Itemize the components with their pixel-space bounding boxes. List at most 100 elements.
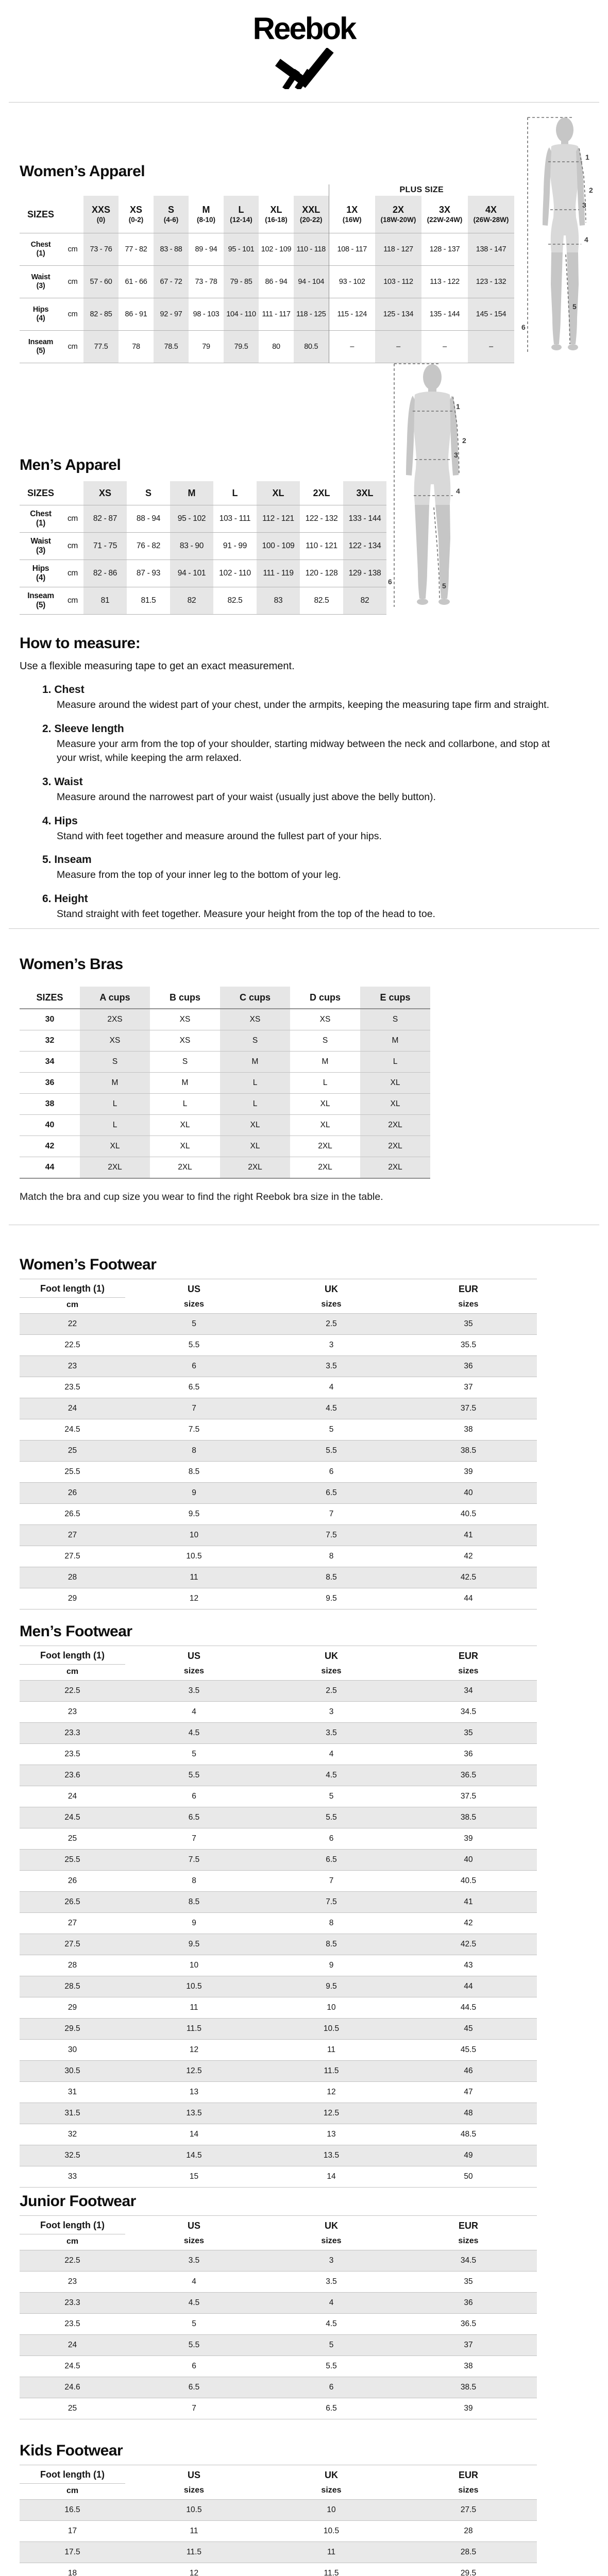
- left-arm-shape: [543, 147, 551, 226]
- mens-footwear-table: Foot length (1) cm US sizes UK sizes EUR sizes 2…: [20, 1646, 537, 2188]
- footwear-cell: 5: [125, 2313, 263, 2335]
- footwear-cell: 5: [125, 1313, 263, 1335]
- how-to-measure-title: How to measure:: [20, 635, 141, 652]
- footwear-cell: 3.5: [263, 1722, 400, 1744]
- right-leg-shape: [435, 505, 450, 599]
- footwear-cell: 4.5: [125, 1722, 263, 1744]
- footwear-cell: 28.5: [400, 2541, 537, 2563]
- footwear-cell: 31.5: [20, 2102, 125, 2124]
- footwear-cell: 35.5: [400, 1334, 537, 1356]
- row-label: Inseam (5): [20, 330, 62, 363]
- measurement-cell: 79: [189, 330, 224, 363]
- bras-cell: 34: [20, 1051, 80, 1073]
- size-header-row: SIZES XS S M L XL 2XL 3XL: [20, 481, 386, 505]
- footwear-row: 25 7 6.5 39: [20, 2397, 537, 2419]
- measurement-cell: 88 - 94: [127, 505, 170, 533]
- footwear-cell: 12.5: [263, 2102, 400, 2124]
- tbody-element: Foot length (1) cm US sizes UK sizes EUR sizes 2…: [20, 1646, 537, 2188]
- div-element: S: [167, 205, 174, 215]
- footwear-cell: 13: [125, 2081, 263, 2103]
- unit-label: cm: [62, 265, 83, 298]
- footwear-cell: 8: [263, 1912, 400, 1934]
- div-element: sizes: [458, 1667, 479, 1676]
- footwear-cell: 40: [400, 1482, 537, 1504]
- bras-cell: 2XS: [80, 1009, 150, 1030]
- footwear-cell: 13.5: [125, 2102, 263, 2124]
- left-leg-shape: [415, 505, 429, 599]
- bras-cell: XS: [150, 1009, 220, 1030]
- div-element: (8-10): [196, 215, 215, 224]
- sizes-column-header: UK sizes: [263, 2215, 400, 2250]
- footwear-cell: 38.5: [400, 1439, 537, 1462]
- measurement-cell: 122 - 134: [343, 532, 386, 560]
- spacer-cell: [62, 196, 83, 233]
- footwear-row: 26.5 8.5 7.5 41: [20, 1891, 537, 1913]
- sizes-column-header: US sizes: [125, 2465, 263, 2500]
- bras-row: 44 2XL 2XL 2XL 2XL 2XL: [20, 1157, 430, 1179]
- bras-row: 36 M M L L XL: [20, 1072, 430, 1094]
- div-element: L: [232, 487, 238, 498]
- footwear-cell: 8.5: [263, 1933, 400, 1955]
- tbody-element: Foot length (1) cm US sizes UK sizes EUR sizes 1…: [20, 2465, 537, 2576]
- measurement-cell: 118 - 127: [375, 233, 421, 266]
- size-column-header: L (12-14): [224, 196, 259, 233]
- measure-item-text: Measure from the top of your inner leg t…: [57, 869, 341, 881]
- footwear-cell: 36.5: [400, 2313, 537, 2335]
- footwear-cell: 35: [400, 1722, 537, 1744]
- footwear-cell: 5: [263, 2334, 400, 2356]
- right-arm-shape: [450, 396, 459, 476]
- div-element: (3): [36, 546, 46, 555]
- measurement-cell: 82 - 87: [83, 505, 127, 533]
- measurement-row: Inseam (5) cm 77.5 78 78.5 79 79.5 80 80.5– – – –: [20, 330, 514, 363]
- footwear-cell: 29: [20, 1587, 125, 1609]
- footwear-cell: 3: [263, 1701, 400, 1723]
- footwear-cell: 39: [400, 1461, 537, 1483]
- footwear-cell: 5: [125, 1743, 263, 1765]
- div-element: (18W-20W): [380, 215, 416, 224]
- torso-shape: [413, 392, 452, 469]
- measure-item-text: Measure around the narrowest part of you…: [57, 791, 436, 803]
- footwear-cell: 7.5: [125, 1849, 263, 1871]
- size-column-header: 3XL: [343, 481, 386, 505]
- footwear-cell: 42.5: [400, 1566, 537, 1588]
- left-foot-shape: [417, 599, 428, 605]
- div-element: US: [187, 1650, 200, 1661]
- size-column-header: 3X (22W-24W): [421, 196, 468, 233]
- sizes-label: SIZES: [27, 209, 54, 219]
- footwear-cell: 25.5: [20, 1461, 125, 1483]
- footwear-cell: 17: [20, 2520, 125, 2542]
- bras-cell: S: [80, 1051, 150, 1073]
- footwear-cell: 36: [400, 2292, 537, 2314]
- measurement-cell: 103 - 111: [213, 505, 257, 533]
- footwear-cell: 7: [125, 2397, 263, 2419]
- footwear-cell: 29.5: [400, 2562, 537, 2576]
- div-element: M: [188, 487, 196, 498]
- footwear-cell: 29.5: [20, 2018, 125, 2040]
- footwear-cell: 9: [125, 1482, 263, 1504]
- div-element: Inseam: [28, 338, 54, 347]
- footwear-row: 24.5 6 5.5 38: [20, 2355, 537, 2377]
- footwear-cell: 3: [263, 1334, 400, 1356]
- bras-cell: 2XL: [360, 1136, 430, 1157]
- footwear-row: 16.5 10.5 10 27.5: [20, 2499, 537, 2521]
- measurement-cell: 125 - 134: [375, 298, 421, 331]
- measure-item-text: Stand straight with feet together. Measu…: [57, 908, 435, 920]
- logo-block: Reebok: [0, 12, 608, 92]
- footwear-cell: 8.5: [263, 1566, 400, 1588]
- bras-cell: XL: [360, 1072, 430, 1094]
- footwear-cell: 41: [400, 1891, 537, 1913]
- sleeve-dash-line: [579, 148, 586, 223]
- measurement-cell: –: [328, 330, 375, 363]
- left-arm-shape: [406, 396, 415, 476]
- footwear-cell: 4.5: [125, 2292, 263, 2314]
- measurement-cell: 67 - 72: [154, 265, 189, 298]
- unit-label: cm: [62, 560, 83, 587]
- bras-header-row: SIZES A cups B cups C cups D cups E cups: [20, 987, 430, 1009]
- footwear-row: 25.5 7.5 6.5 40: [20, 1849, 537, 1871]
- size-column-header: 4X (26W-28W): [468, 196, 514, 233]
- measurement-cell: 95 - 101: [224, 233, 259, 266]
- measurement-cell: 111 - 119: [257, 560, 300, 587]
- div-element: EUR: [458, 2469, 478, 2480]
- measurement-cell: 82: [170, 587, 213, 615]
- mens-footwear-section: Men’s Footwear Foot length (1) cm US sizes U…: [20, 1623, 588, 2188]
